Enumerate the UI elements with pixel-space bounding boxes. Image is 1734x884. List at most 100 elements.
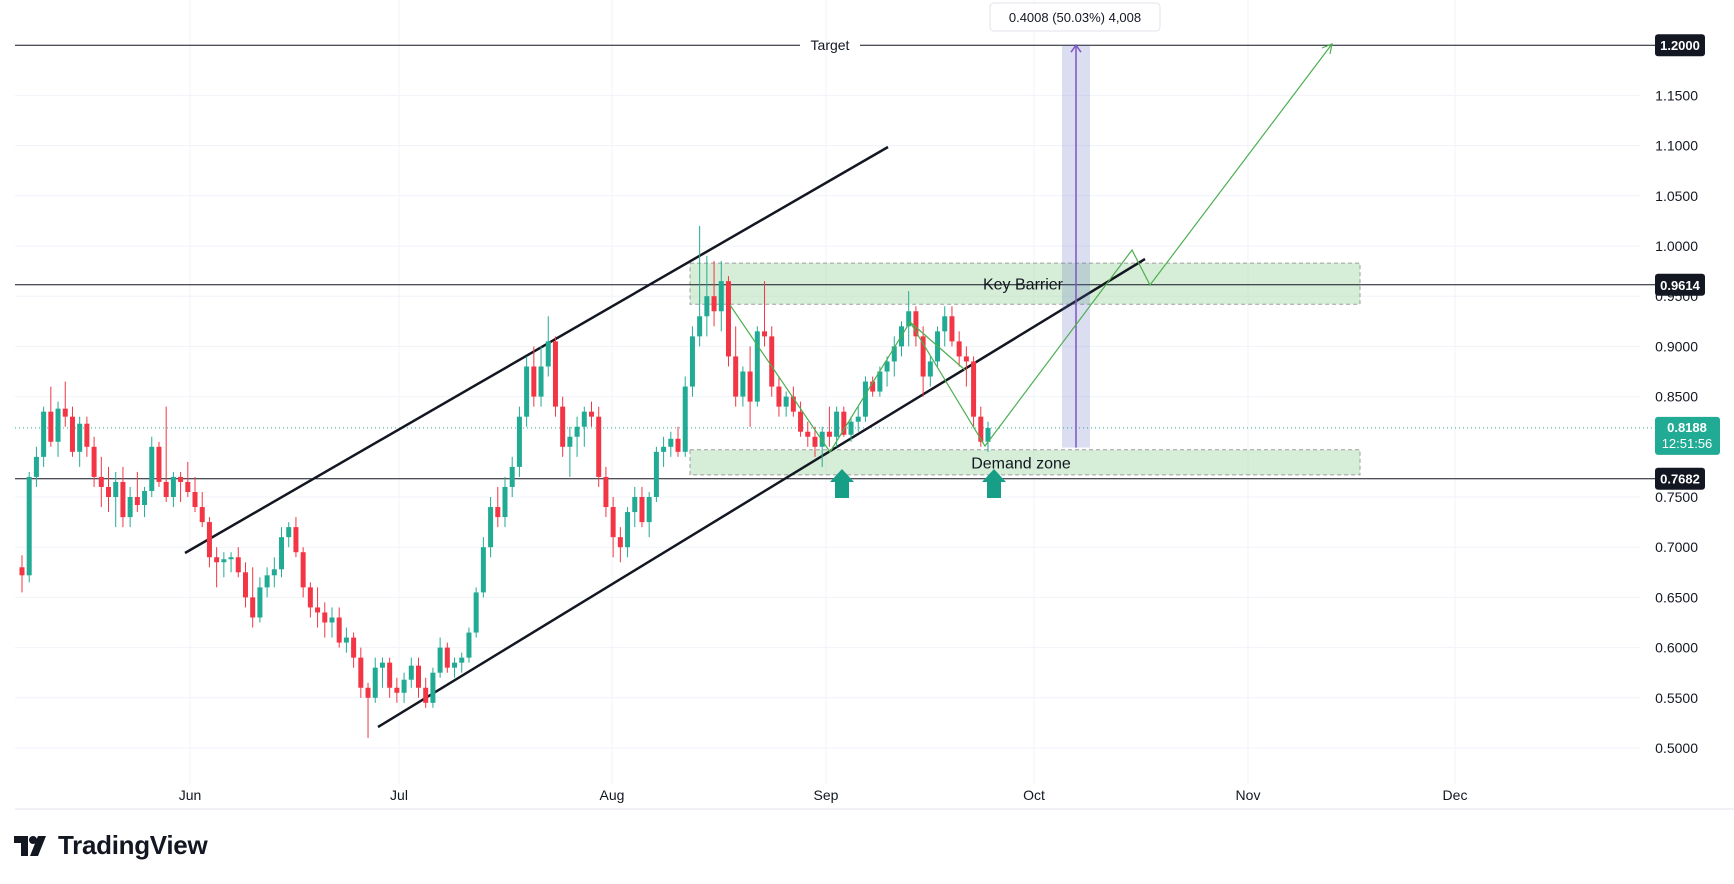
channel-lower-line: [377, 257, 1146, 729]
y-tick-label: 0.5000: [1655, 740, 1698, 756]
candle: [516, 416, 522, 467]
candle: [91, 446, 97, 477]
candle: [509, 466, 515, 487]
candle: [718, 281, 724, 312]
candle: [617, 537, 623, 548]
candle: [401, 679, 407, 693]
candle: [106, 486, 112, 497]
candle: [927, 361, 933, 377]
candle: [473, 592, 479, 633]
candle: [221, 559, 227, 563]
candle: [870, 381, 876, 392]
candle: [783, 396, 789, 407]
demand-zone-label: Demand zone: [971, 455, 1071, 472]
candle: [610, 507, 616, 538]
candle: [906, 311, 912, 327]
price-tag-label: 1.2000: [1660, 38, 1700, 53]
candle: [19, 567, 25, 576]
candle: [682, 386, 688, 452]
candle: [725, 281, 731, 357]
candle: [524, 366, 530, 417]
candle: [567, 436, 573, 447]
x-tick-label: Oct: [1023, 787, 1045, 803]
candle: [41, 411, 47, 457]
last-price-tag: [1655, 416, 1720, 455]
candle: [668, 438, 674, 447]
candle: [127, 497, 133, 518]
projection-path: [729, 43, 1333, 454]
candle: [134, 497, 140, 506]
candle: [178, 476, 184, 482]
candle: [711, 296, 717, 312]
candle: [430, 672, 436, 703]
candle: [985, 427, 991, 442]
candle: [632, 497, 638, 513]
demand-zone[interactable]: [689, 449, 1361, 476]
candle: [819, 431, 825, 447]
candle: [488, 507, 494, 548]
x-tick-label: Nov: [1236, 787, 1261, 803]
x-tick-label: Aug: [600, 787, 625, 803]
candle: [834, 411, 840, 437]
candle: [538, 366, 544, 397]
candle: [286, 527, 292, 538]
bar-countdown: 12:51:56: [1662, 436, 1713, 451]
candle: [574, 426, 580, 437]
projection-line-segment: [909, 321, 966, 371]
projection-arrow-head: [1321, 43, 1333, 55]
candle: [790, 396, 796, 412]
candle: [862, 381, 868, 417]
y-tick-label: 0.6000: [1655, 640, 1698, 656]
candle: [149, 446, 155, 491]
candle: [466, 632, 472, 658]
key-barrier-zone[interactable]: [689, 262, 1361, 305]
x-tick-label: Jun: [179, 787, 202, 803]
candle: [170, 476, 176, 497]
y-tick-label: 1.0500: [1655, 188, 1698, 204]
candle: [358, 657, 364, 688]
candle: [552, 341, 558, 407]
candle: [459, 657, 465, 663]
candle: [351, 637, 357, 658]
measure-arrow-head: [1070, 43, 1082, 53]
candle: [653, 451, 659, 497]
candle: [142, 490, 148, 506]
candle: [495, 507, 501, 518]
ascending-channel: [184, 145, 1146, 729]
last-price-value: 0.8188: [1667, 420, 1707, 435]
y-tick-label: 0.5500: [1655, 690, 1698, 706]
candle: [185, 481, 191, 492]
candle: [365, 687, 371, 698]
candle: [69, 416, 75, 452]
candle: [949, 316, 955, 342]
candle: [545, 341, 551, 367]
y-tick-label: 0.7500: [1655, 489, 1698, 505]
y-tick-label: 0.6500: [1655, 589, 1698, 605]
candle: [55, 408, 61, 442]
projection-line: [729, 43, 1333, 454]
tradingview-logo[interactable]: TradingView: [14, 830, 208, 861]
candle: [192, 491, 198, 508]
candle: [279, 537, 285, 570]
candle: [98, 476, 104, 487]
candle: [747, 371, 753, 402]
candle: [625, 512, 631, 548]
candle: [33, 456, 39, 477]
x-tick-label: Sep: [814, 787, 839, 803]
candle: [754, 331, 760, 402]
candle: [235, 557, 241, 573]
candle: [48, 411, 54, 442]
candle: [415, 665, 421, 688]
candle: [242, 572, 248, 598]
x-tick-label: Jul: [390, 787, 408, 803]
candle: [423, 687, 429, 703]
price-tag-2: [1655, 467, 1705, 490]
candle: [480, 547, 486, 593]
channel-upper-line: [184, 145, 889, 555]
candle: [113, 481, 119, 497]
candle: [913, 311, 919, 337]
candle: [329, 617, 335, 623]
candle: [942, 316, 948, 332]
